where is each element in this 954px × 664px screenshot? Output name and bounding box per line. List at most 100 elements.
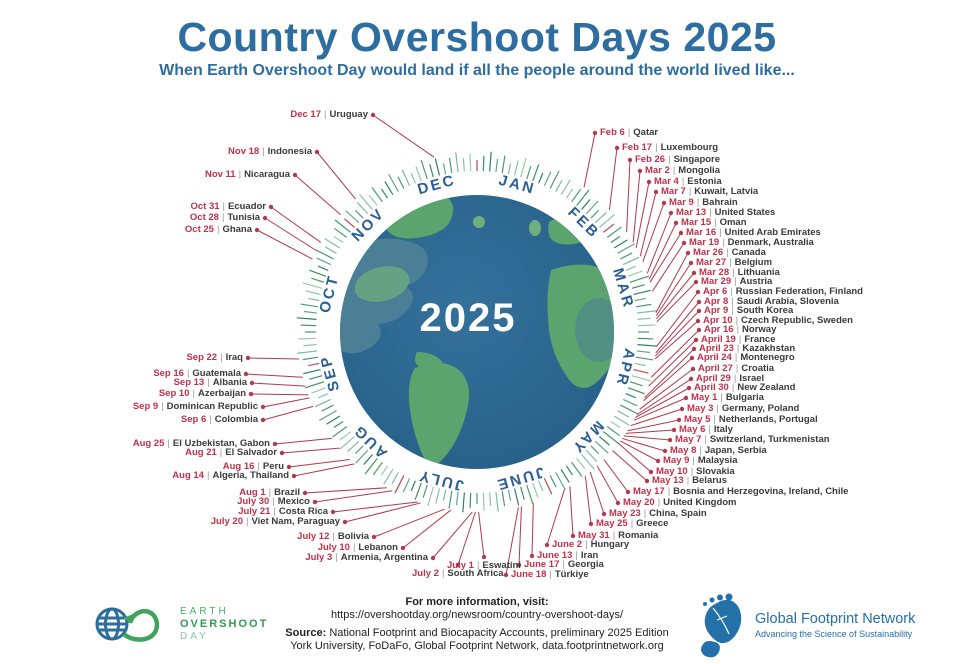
date-country-separator: | xyxy=(167,438,170,449)
country-callout: April 29 | Israel xyxy=(696,373,764,384)
dial-tick xyxy=(427,486,434,507)
overshoot-date: Oct 28 xyxy=(189,212,219,223)
overshoot-date: Nov 18 xyxy=(228,146,260,157)
dial-tick xyxy=(420,159,428,180)
country-name: Oman xyxy=(719,217,747,228)
dial-tick xyxy=(520,157,527,178)
date-country-separator: | xyxy=(736,343,740,354)
overshoot-date: April 27 xyxy=(698,363,733,374)
date-country-separator: | xyxy=(549,569,552,580)
date-country-separator: | xyxy=(699,445,702,456)
dial-tick xyxy=(401,169,411,187)
date-country-separator: | xyxy=(713,414,716,425)
overshoot-date: May 31 xyxy=(578,530,610,541)
country-callout: April 30 | New Zealand xyxy=(694,382,795,393)
country-callout: Sep 13 | Albania xyxy=(174,377,247,388)
dial-tick xyxy=(300,324,317,327)
country-callout: May 17 | Bosnia and Herzegovina, Ireland, … xyxy=(633,486,848,497)
dial-tick xyxy=(549,170,560,189)
country-name: Russian Federation, Finland xyxy=(735,286,863,297)
date-country-separator: | xyxy=(476,560,480,571)
dial-tick xyxy=(308,297,320,302)
dial-tick xyxy=(514,160,519,176)
country-callout: April 23 | Kazakhstan xyxy=(699,343,795,354)
dial-tick xyxy=(571,461,583,477)
dial-tick xyxy=(308,362,320,367)
dial-tick xyxy=(380,188,389,199)
country-callout: Oct 31 | Ecuador xyxy=(190,201,266,212)
date-country-separator: | xyxy=(719,227,722,238)
date-country-separator: | xyxy=(735,363,739,374)
country-name: Mexico xyxy=(277,496,310,507)
overshoot-date: May 7 xyxy=(675,434,702,445)
overshoot-date: July 2 xyxy=(412,568,439,579)
overshoot-date: Mar 13 xyxy=(676,207,707,218)
dial-tick xyxy=(520,486,525,500)
country-callout: July 20 | Viet Nam, Paraguay xyxy=(211,516,340,527)
dial-tick xyxy=(620,252,633,260)
dial-tick xyxy=(482,492,485,511)
country-name: Lithuania xyxy=(737,267,780,278)
country-callout: Mar 19 | Denmark, Australia xyxy=(689,237,814,248)
overshoot-date: Dec 17 xyxy=(290,109,321,120)
dial-tick xyxy=(333,227,348,238)
overshoot-date: Nov 11 xyxy=(204,169,236,180)
date-country-separator: | xyxy=(690,466,694,477)
overshoot-date: May 23 xyxy=(609,508,641,519)
country-callout: April 27 | Croatia xyxy=(698,363,774,374)
dial-tick xyxy=(305,290,321,295)
country-name: South Africa xyxy=(447,568,504,579)
country-name: Tunisia xyxy=(227,212,260,223)
country-callout: Mar 26 | Canada xyxy=(693,247,766,258)
country-name: Costa Rica xyxy=(278,506,328,517)
country-callout: April 24 | Montenegro xyxy=(697,352,795,363)
overshoot-date: June 17 xyxy=(524,559,560,570)
country-name: Armenia, Argentina xyxy=(340,552,428,563)
dial-tick xyxy=(625,393,637,399)
overshoot-date: Mar 7 xyxy=(661,186,686,197)
land-uk xyxy=(529,220,541,236)
country-name: Azerbaijan xyxy=(197,388,246,399)
dial-tick xyxy=(324,238,341,249)
dial-tick xyxy=(309,375,323,380)
land-south-america xyxy=(408,362,470,466)
country-name: Luxembourg xyxy=(660,142,719,153)
date-country-separator: | xyxy=(709,207,712,218)
dial-tick xyxy=(397,176,405,189)
dial-tick xyxy=(560,179,571,196)
overshoot-date: Feb 6 xyxy=(600,127,625,138)
country-name: Bahrain xyxy=(702,197,738,208)
dial-tick xyxy=(495,158,499,173)
dial-tick xyxy=(636,310,657,314)
page-title: Country Overshoot Days 2025 xyxy=(177,14,777,60)
overshoot-date: July 21 xyxy=(238,506,271,517)
dial-tick xyxy=(538,172,544,184)
date-country-separator: | xyxy=(221,212,225,223)
dial-tick xyxy=(526,484,534,505)
date-country-separator: | xyxy=(704,434,707,445)
footer-source-line1: Source: National Footprint and Biocapaci… xyxy=(227,627,727,640)
overshoot-date: July 3 xyxy=(305,552,333,563)
overshoot-date: Aug 14 xyxy=(172,470,204,481)
dial-tick xyxy=(314,398,332,408)
dial-tick xyxy=(594,211,607,224)
country-name: Algeria, Thailand xyxy=(212,470,289,481)
country-name: Estonia xyxy=(687,176,722,187)
country-callout: Aug 21 | El Salvador xyxy=(185,447,277,458)
overshoot-date: May 9 xyxy=(663,455,690,466)
date-country-separator: | xyxy=(216,224,220,235)
country-callout: June 17 | Georgia xyxy=(524,559,604,570)
country-callout: May 3 | Germany, Poland xyxy=(687,403,799,414)
dial-tick xyxy=(622,256,640,266)
date-country-separator: | xyxy=(688,186,692,197)
country-name: Uruguay xyxy=(329,109,368,120)
country-name: Bolivia xyxy=(337,531,369,542)
dial-tick xyxy=(637,337,654,340)
dial-tick xyxy=(317,265,329,271)
dial-tick xyxy=(363,454,373,465)
overshoot-date: Mar 28 xyxy=(699,267,730,278)
footer-source-label: Source: xyxy=(285,627,327,639)
dial-tick xyxy=(633,289,651,295)
country-callout: Apr 16 | Norway xyxy=(704,324,776,335)
